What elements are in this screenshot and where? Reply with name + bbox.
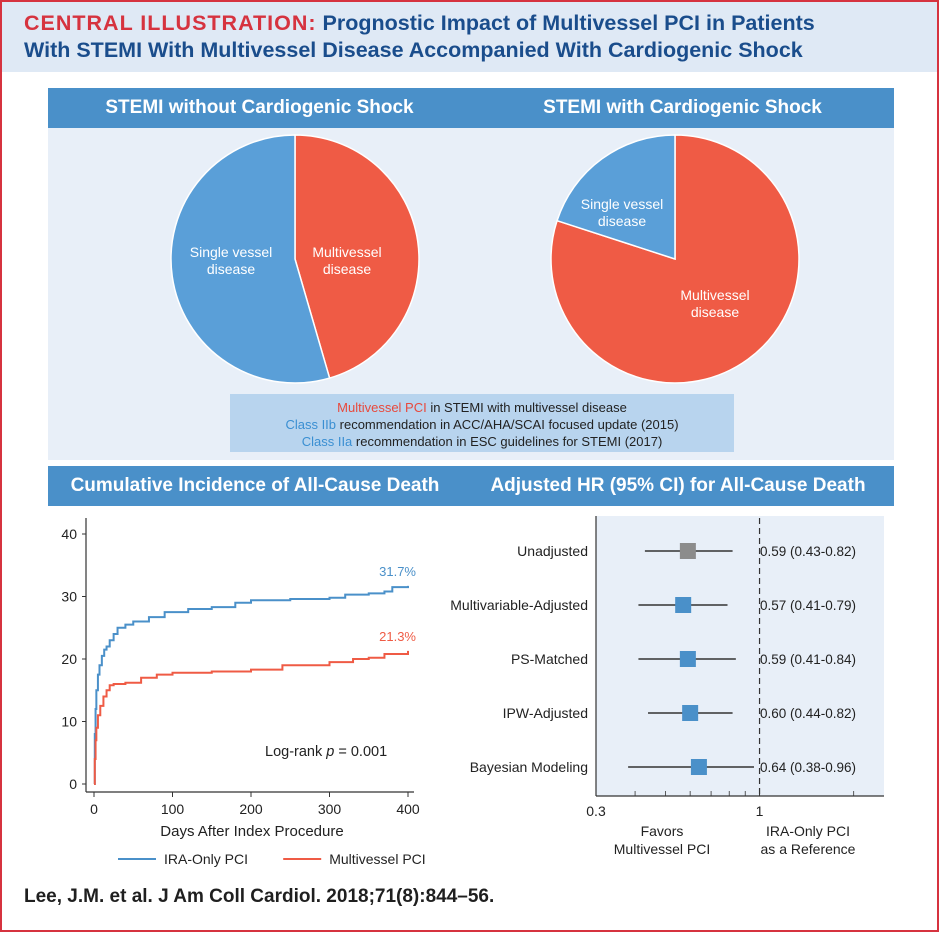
forest-point: [679, 543, 696, 559]
recommendation-box: Multivessel PCI in STEMI with multivesse…: [230, 394, 734, 452]
favors-label: Favors: [641, 823, 684, 839]
logrank-text: Log-rank: [265, 744, 326, 760]
logrank-p: p: [325, 744, 334, 760]
forest-tick-label: 0.3: [586, 803, 606, 819]
pie-label-line: Single vessel: [190, 244, 273, 260]
forest-content: 0.3 1 Unadjusted 0.59 (0.43-0.82) Multivaria…: [450, 516, 884, 857]
figure-title: CENTRAL ILLUSTRATION: Prognostic Impact …: [24, 10, 924, 64]
forest-value: 0.59 (0.43-0.82): [760, 544, 856, 559]
forest-point: [679, 651, 696, 667]
pie-label: Multivessel disease: [312, 244, 381, 277]
forest-row-label: Bayesian Modeling: [470, 759, 588, 775]
favors-label: Multivessel PCI: [614, 841, 710, 857]
km-line-multivessel-pci: [93, 650, 409, 785]
pie-label: Single vessel disease: [581, 196, 664, 229]
y-tick-label: 30: [61, 589, 77, 605]
pie-label-line: Single vessel: [581, 196, 664, 212]
y-tick-label: 10: [61, 714, 77, 730]
rec-line2-rest: recommendation in ACC/AHA/SCAI focused u…: [336, 417, 679, 432]
forest-value: 0.60 (0.44-0.82): [760, 706, 856, 721]
pie-label-line: disease: [323, 261, 371, 277]
lower-header-bar: [48, 466, 894, 506]
citation: Lee, J.M. et al. J Am Coll Cardiol. 2018…: [24, 886, 495, 907]
x-tick-label: 100: [161, 801, 185, 817]
y-tick-label: 20: [61, 651, 77, 667]
forest-title: Adjusted HR (95% CI) for All-Cause Death: [490, 475, 866, 496]
x-axis-label: Days After Index Procedure: [160, 823, 343, 840]
rec-line1-rest: in STEMI with multivessel disease: [426, 400, 627, 415]
forest-row-label: Unadjusted: [517, 543, 588, 559]
pie-slice-single-vessel-disease: [170, 134, 331, 384]
title-line1: Prognostic Impact of Multivessel PCI in …: [322, 11, 815, 35]
forest-point: [675, 597, 692, 613]
left-pie-title: STEMI without Cardiogenic Shock: [105, 97, 414, 118]
title-band: [2, 2, 937, 72]
pie-label: Multivessel disease: [680, 287, 749, 320]
legend-label: Multivessel PCI: [329, 851, 425, 867]
pie-slice-multivessel-disease: [294, 134, 420, 380]
x-tick-label: 0: [90, 801, 98, 817]
x-tick-label: 200: [239, 801, 263, 817]
pie-header-bar: [48, 88, 894, 128]
km-end-label: 21.3%: [379, 629, 416, 644]
forest-row-label: Multivariable-Adjusted: [450, 597, 588, 613]
rec-line3-highlight: Class IIa: [301, 434, 353, 449]
logrank-annotation: Log-rank p = 0.001: [265, 744, 387, 760]
forest-plot-area: [596, 516, 884, 796]
forest-row-label: PS-Matched: [511, 651, 588, 667]
pie-label-line: Multivessel: [312, 244, 381, 260]
forest-value: 0.59 (0.41-0.84): [760, 652, 856, 667]
reference-label: IRA-Only PCI: [766, 823, 850, 839]
pie-label-line: disease: [207, 261, 255, 277]
forest-value: 0.64 (0.38-0.96): [760, 760, 856, 775]
logrank-value: = 0.001: [334, 744, 387, 760]
pie-label: Single vessel disease: [190, 244, 273, 277]
forest-point: [690, 759, 707, 775]
x-tick-label: 300: [318, 801, 342, 817]
title-label: CENTRAL ILLUSTRATION:: [24, 11, 317, 35]
km-end-label: 31.7%: [379, 564, 416, 579]
km-title: Cumulative Incidence of All-Cause Death: [70, 475, 440, 496]
y-tick-label: 40: [61, 526, 77, 542]
rec-line1-highlight: Multivessel PCI: [337, 400, 427, 415]
pie-label-line: disease: [691, 304, 739, 320]
forest-row-label: IPW-Adjusted: [503, 705, 588, 721]
pie-label-line: disease: [598, 213, 646, 229]
forest-value: 0.57 (0.41-0.79): [760, 598, 856, 613]
rec-line3-rest: recommendation in ESC guidelines for STE…: [352, 434, 663, 449]
x-tick-label: 400: [396, 801, 420, 817]
forest-point: [682, 705, 699, 721]
reference-label: as a Reference: [761, 841, 856, 857]
km-line-ira-only-pci: [93, 585, 409, 785]
title-line2: With STEMI With Multivessel Disease Acco…: [24, 38, 803, 62]
pie-slice-single-vessel-disease: [556, 134, 676, 261]
forest-tick-label: 1: [756, 803, 764, 819]
right-pie-title: STEMI with Cardiogenic Shock: [543, 97, 822, 118]
y-tick-label: 0: [69, 776, 77, 792]
legend-label: IRA-Only PCI: [164, 851, 248, 867]
rec-line2-highlight: Class IIb: [285, 417, 337, 432]
pie-label-line: Multivessel: [680, 287, 749, 303]
